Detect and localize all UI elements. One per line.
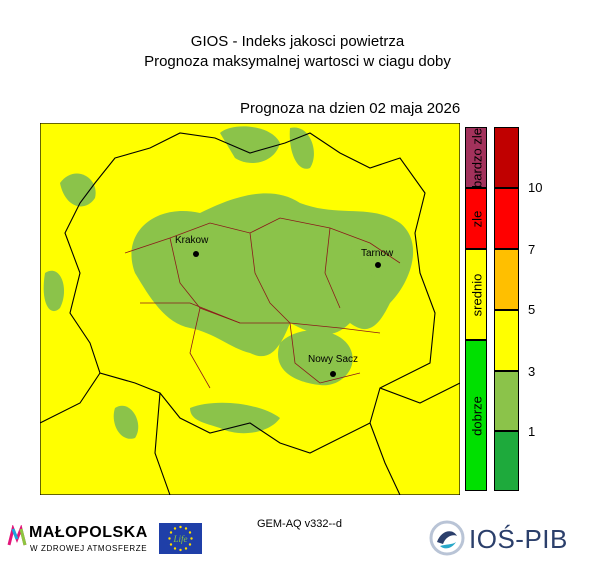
legend-label-very-bad: bardzo zle: [469, 127, 485, 188]
scale-tick-1: 1: [528, 424, 536, 439]
city-label-krakow: Krakow: [175, 235, 209, 246]
legend-very-bad: bardzo zle: [465, 127, 487, 188]
forecast-map: [40, 123, 460, 495]
map-title: GIOS - Indeks jakosci powietrza: [190, 33, 405, 50]
scale-tick-10: 10: [528, 180, 543, 195]
district-borders: [124, 217, 401, 389]
nowy-sacz-marker: [330, 371, 336, 377]
tarnow-marker: [375, 262, 381, 268]
city-label-tarnow: Tarnow: [361, 248, 394, 259]
eu-life-logo: Life: [159, 523, 202, 554]
scale-segment-6: [494, 431, 519, 491]
legend-bad: zle: [465, 188, 487, 249]
good-air-areas: [43, 126, 414, 439]
model-version: GEM-AQ v332--d: [257, 518, 342, 530]
legend-medium: srednio: [465, 249, 487, 340]
central-patch: [131, 193, 414, 357]
north-patch-1: [220, 126, 280, 163]
city-label-nowy-sacz: Nowy Sacz: [308, 354, 359, 365]
scale-segment-5: [494, 371, 519, 431]
north-patch-2: [289, 127, 314, 169]
region-border: [40, 132, 460, 495]
southwest-patch: [113, 405, 139, 439]
scale-tick-5: 5: [528, 302, 536, 317]
south-patch-2: [190, 402, 280, 434]
legend-label-medium: srednio: [469, 273, 485, 316]
scale-segment-2: [494, 188, 519, 249]
west-patch-2: [43, 270, 65, 312]
scale-segment-3: [494, 249, 519, 310]
malopolska-logo-icon: [7, 525, 27, 546]
legend-label-good: dobrze: [469, 395, 485, 436]
ios-pib-logo-icon: [429, 520, 465, 556]
legend-good: dobrze: [465, 340, 487, 491]
scale-segment-1: [494, 127, 519, 188]
malopolska-tagline: W ZDROWEJ ATMOSFERZE: [30, 544, 148, 553]
eu-stars: [168, 525, 193, 552]
ios-pib-logo-text: IOŚ-PIB: [469, 524, 568, 554]
legend-label-bad: zle: [469, 210, 485, 227]
scale-segment-4: [494, 310, 519, 371]
index-scale: [494, 127, 519, 491]
quality-legend: bardzo zle zle srednio dobrze: [465, 127, 488, 491]
scale-tick-3: 3: [528, 364, 536, 379]
eu-life-text: Life: [172, 534, 187, 544]
west-patch-1: [60, 173, 96, 207]
map-subtitle: Prognoza maksymalnej wartosci w ciagu do…: [144, 53, 451, 70]
krakow-marker: [193, 251, 199, 257]
forecast-date: Prognoza na dzien 02 maja 2026: [240, 100, 461, 117]
malopolska-logo-text: MAŁOPOLSKA: [29, 524, 148, 541]
scale-tick-7: 7: [528, 242, 536, 257]
